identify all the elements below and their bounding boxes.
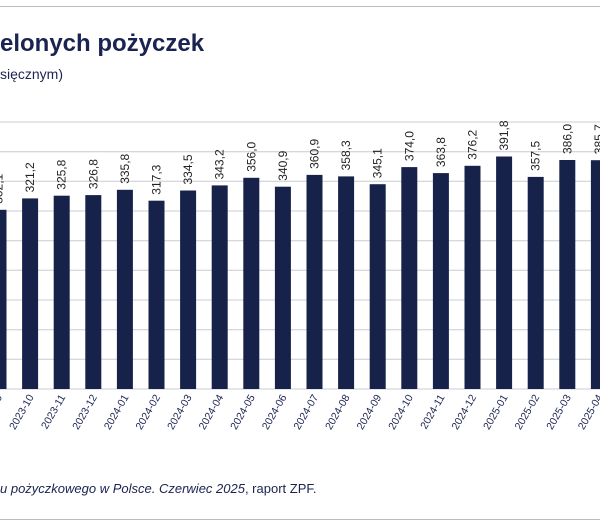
x-tick-label: 2024-04 [197, 392, 227, 432]
bar [432, 173, 449, 389]
top-rule [0, 6, 600, 7]
data-label: 317,3 [150, 164, 164, 194]
x-tick-label: 2024-02 [133, 392, 163, 432]
x-tick-label: 2024-09 [355, 392, 385, 432]
chart-title: elonych pożyczek [0, 30, 205, 57]
bar-chart: 302,1 9 321,2 2023-10 325,8 2023-11 326,8 2023-… [0, 120, 600, 432]
x-tick-label: 2023-12 [70, 392, 100, 432]
data-label: 325,8 [55, 159, 69, 189]
x-tick-label: 2025-03 [544, 392, 574, 432]
data-label: 356,0 [244, 141, 258, 171]
source-suffix: , raport ZPF. [244, 481, 317, 496]
bar [590, 160, 600, 389]
bar [527, 176, 544, 389]
data-label: 360,9 [308, 139, 322, 169]
data-label: 321,2 [23, 162, 37, 192]
x-tick-label: 2024-06 [260, 392, 290, 432]
x-tick-label: 2024-10 [386, 392, 416, 432]
bar [0, 209, 7, 389]
data-label: 363,8 [434, 137, 448, 167]
bar [22, 198, 39, 389]
chart-subtitle: sięcznym) [0, 66, 64, 82]
bar [369, 184, 386, 389]
x-tick-label: 2025-01 [481, 392, 511, 432]
bar [243, 177, 260, 389]
bottom-rule [0, 519, 600, 520]
bar [211, 185, 228, 389]
source-note: u pożyczkowego w Polsce. Czerwiec 2025, … [0, 481, 316, 496]
data-label: 345,1 [371, 148, 385, 178]
source-report-title: u pożyczkowego w Polsce. Czerwiec 2025 [0, 481, 245, 496]
bar [274, 186, 291, 389]
bar [496, 156, 513, 389]
data-label: 358,3 [339, 140, 353, 170]
data-label: 343,2 [213, 149, 227, 179]
data-label: 340,9 [276, 150, 290, 180]
x-tick-label: 2024-01 [102, 392, 132, 432]
x-tick-label: 2024-08 [323, 392, 353, 432]
data-label: 376,2 [466, 129, 480, 159]
bar [559, 160, 576, 389]
x-tick-label: 2025-02 [513, 392, 543, 432]
bar [180, 190, 197, 389]
bar [306, 174, 323, 389]
x-tick-label: 2024-12 [449, 392, 479, 432]
x-tick-label: 2024-03 [165, 392, 195, 432]
data-label: 302,1 [0, 173, 6, 203]
x-tick-label: 2024-07 [291, 392, 321, 432]
bar [401, 167, 418, 389]
x-tick-label: 2023-11 [39, 392, 68, 431]
bar [338, 176, 355, 389]
x-tick-label: 2024-05 [228, 392, 258, 432]
bar [53, 195, 70, 389]
bar [464, 165, 481, 389]
data-label: 334,5 [181, 154, 195, 184]
bar [116, 189, 133, 389]
data-label: 385,7 [592, 124, 600, 154]
data-label: 326,8 [86, 159, 100, 189]
data-label: 335,8 [118, 153, 132, 183]
x-tick-label: 2025-04 [576, 392, 600, 432]
x-tick-label: 2024-11 [418, 392, 447, 431]
bar [85, 195, 102, 389]
data-label: 386,0 [560, 124, 574, 154]
data-label: 357,5 [529, 141, 543, 171]
x-tick-label: 2023-10 [7, 392, 37, 432]
data-label: 391,8 [497, 120, 511, 150]
x-tick-label: 9 [0, 392, 5, 403]
data-label: 374,0 [402, 131, 416, 161]
bar [148, 200, 165, 389]
